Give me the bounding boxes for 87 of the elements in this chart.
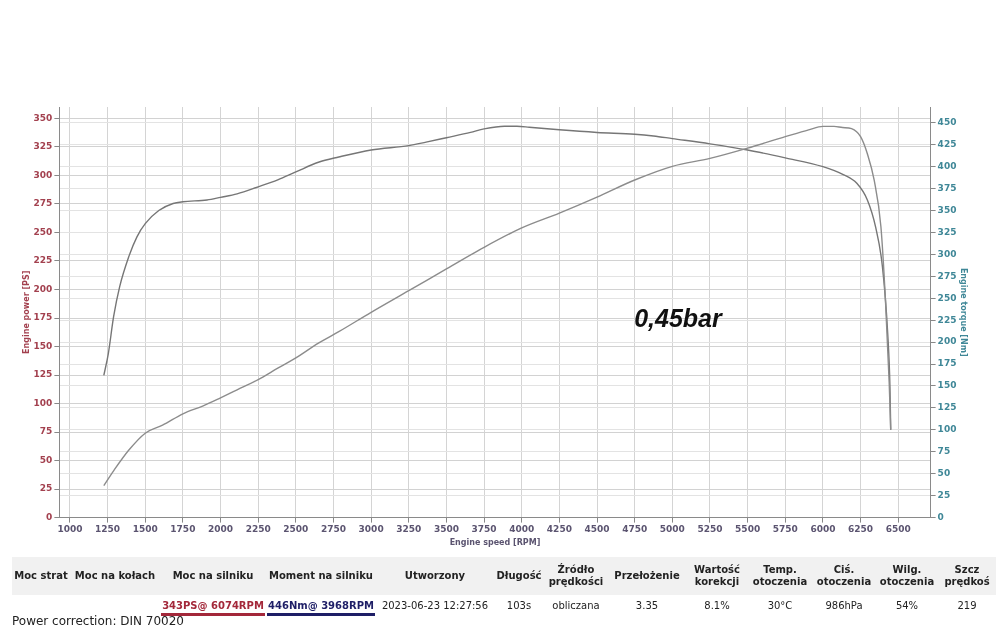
- y-tick-label: 75: [39, 426, 53, 437]
- text: obliczana: [552, 600, 600, 611]
- y-tick-label: 350: [33, 112, 53, 123]
- x-tick-label: 4000: [509, 524, 535, 535]
- text: 8.1%: [704, 600, 730, 611]
- line-series: [103, 125, 892, 487]
- y2-tick-label: 25: [937, 490, 951, 501]
- text: 54%: [895, 600, 919, 611]
- text: 2023-06-23 12:27:56: [381, 600, 489, 611]
- text: 343PS@ 6074RPM: [162, 600, 264, 611]
- y-axis-title: Engine power [PS]: [21, 270, 31, 354]
- y-tick-label: 125: [33, 369, 53, 380]
- x-tick-label: 3500: [433, 524, 459, 535]
- y-tick-label: 150: [33, 340, 53, 351]
- text: 446Nm@ 3968RPM: [268, 600, 374, 611]
- text: Moc na silniku: [160, 557, 266, 595]
- x-tick-label: 1750: [170, 524, 196, 535]
- y-tick-label: 175: [33, 312, 53, 323]
- y2-tick-label: 0: [937, 511, 944, 522]
- x-tick-label: 1250: [95, 524, 121, 535]
- x-tick-label: 6250: [848, 524, 874, 535]
- x-tick-label: 6000: [810, 524, 836, 535]
- y2-tick-label: 100: [937, 424, 957, 435]
- x-tick-label: 2250: [245, 524, 271, 535]
- x-tick-label: 4750: [622, 524, 648, 535]
- text: Przełożenie: [608, 557, 686, 595]
- text: 219: [957, 600, 977, 611]
- x-tick-label: 1000: [57, 524, 83, 535]
- y2-tick-label: 325: [937, 226, 957, 237]
- text: Źródło prędkości: [544, 557, 608, 595]
- y2-tick-label: 150: [937, 380, 957, 391]
- y2-tick-label: 125: [937, 402, 957, 413]
- x-axis-title: Engine speed [RPM]: [449, 538, 541, 548]
- text: 986hPa: [825, 600, 863, 611]
- y-tick-label: 300: [33, 169, 53, 180]
- y-tick-label: 200: [33, 283, 53, 294]
- annotation: 0,45bar: [634, 304, 724, 333]
- x-tick-label: 6500: [885, 524, 911, 535]
- y2-tick-label: 425: [937, 139, 957, 150]
- y2-tick-label: 450: [937, 117, 957, 128]
- y2-tick-label: 50: [937, 468, 951, 479]
- text: Temp. otoczenia: [748, 557, 812, 595]
- x-tick-label: 5500: [735, 524, 761, 535]
- x-tick-label: 5750: [772, 524, 798, 535]
- text: Moc na kołach: [70, 557, 160, 595]
- text: Moment na silniku: [266, 557, 376, 595]
- y-tick-label: 275: [33, 198, 53, 209]
- y-tick-label: 0: [46, 511, 53, 522]
- x-tick-label: 2500: [283, 524, 309, 535]
- y2-axis-title: Engine torque [Nm]: [959, 267, 969, 357]
- text: Ciś. otoczenia: [812, 557, 876, 595]
- x-tick-label: 3750: [471, 524, 497, 535]
- y-tick-label: 50: [39, 454, 53, 465]
- x-tick-label: 3000: [358, 524, 384, 535]
- y-tick-label: 325: [33, 141, 53, 152]
- y-tick-label: 25: [39, 483, 53, 494]
- y-tick-label: 250: [33, 226, 53, 237]
- y2-tick-label: 250: [937, 292, 957, 303]
- y2-tick-label: 375: [937, 182, 957, 193]
- text: 103s: [506, 600, 532, 611]
- y-tick-label: 100: [33, 397, 53, 408]
- x-tick-label: 2750: [320, 524, 347, 535]
- text: Długość: [494, 557, 544, 595]
- x-tick-label: 3250: [396, 524, 422, 535]
- x-tick-label: 5000: [659, 524, 685, 535]
- text: 30°C: [767, 600, 793, 611]
- text: Power correction: DIN 70020: [12, 614, 184, 628]
- text: Wilg. otoczenia: [876, 557, 938, 595]
- text: Szcz prędkoś: [938, 557, 996, 595]
- text: Moc strat: [12, 557, 70, 595]
- text: Utworzony: [376, 557, 494, 595]
- y2-tick-label: 300: [937, 248, 957, 259]
- y2-tick-label: 200: [937, 336, 957, 347]
- y2-tick-label: 175: [937, 358, 957, 369]
- x-tick-label: 5250: [697, 524, 723, 535]
- x-tick-label: 4250: [546, 524, 572, 535]
- x-tick-label: 1500: [132, 524, 158, 535]
- x-tick-label: 2000: [208, 524, 234, 535]
- text: Wartość korekcji: [686, 557, 748, 595]
- y2-tick-label: 75: [937, 446, 951, 457]
- y2-tick-label: 275: [937, 270, 957, 281]
- y-tick-label: 225: [33, 255, 53, 266]
- y2-tick-label: 350: [937, 204, 957, 215]
- y2-tick-label: 400: [937, 161, 957, 171]
- x-tick-label: 4500: [584, 524, 610, 535]
- text: 3.35: [635, 600, 659, 611]
- y2-tick-label: 225: [937, 314, 957, 325]
